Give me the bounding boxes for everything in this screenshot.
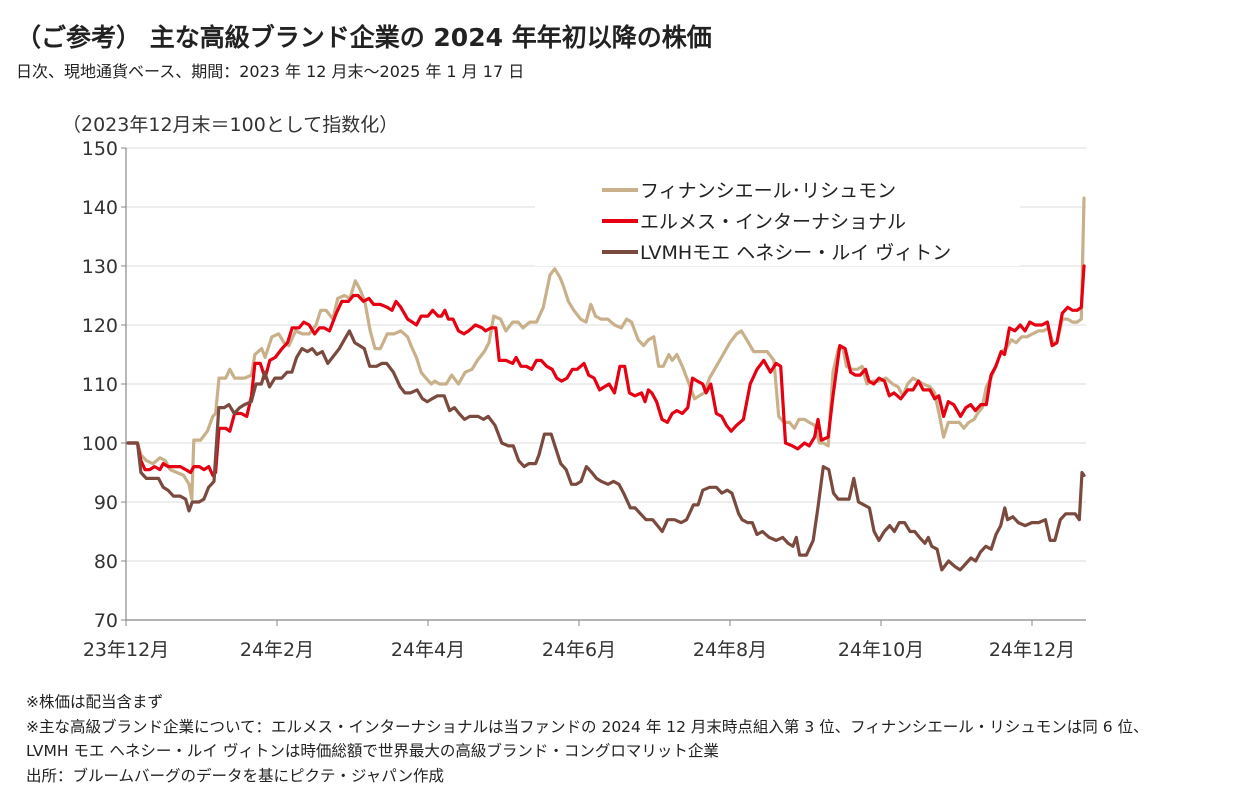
y-tick-label: 110 — [82, 374, 118, 396]
footnote-dividends: ※株価は配当含まず — [26, 693, 163, 711]
x-tick-label: 24年10月 — [838, 639, 924, 661]
y-tick-label: 140 — [82, 197, 118, 219]
x-tick-label: 24年4月 — [391, 639, 465, 661]
chart-title: （ご参考） 主な高級ブランド企業の 2024 年年初以降の株価 — [16, 23, 712, 52]
x-tick-label: 24年12月 — [989, 639, 1075, 661]
y-tick-label: 130 — [82, 256, 118, 278]
footnote-source: 出所：ブルームバーグのデータを基にピクテ・ジャパン作成 — [26, 766, 445, 785]
y-axis-ticks: 70 80 90 100 110 120 130 140 150 — [82, 138, 126, 632]
x-axis-ticks: 23年12月 24年2月 24年4月 24年6月 24年8月 24年10月 24年12月 — [83, 620, 1075, 661]
footnote-lvmh: LVMH モエ ヘネシー・ルイ ヴィトンは時価総額で世界最大の高級ブランド・コン… — [26, 742, 719, 760]
series-line-0 — [126, 196, 1086, 501]
y-tick-label: 70 — [94, 610, 118, 632]
y-tick-label: 120 — [82, 315, 118, 337]
legend-label-0: フィナンシエール･リシュモン — [640, 180, 896, 202]
y-axis-unit-note: （2023年12月末＝100として指数化） — [62, 114, 399, 136]
legend-label-1: エルメス・インターナショナル — [640, 211, 906, 233]
y-tick-label: 90 — [94, 492, 118, 514]
series-line-1 — [126, 264, 1086, 477]
x-tick-label: 23年12月 — [83, 639, 169, 661]
series-lines — [126, 196, 1086, 572]
y-tick-label: 100 — [82, 433, 118, 455]
x-tick-label: 24年8月 — [693, 639, 767, 661]
y-tick-label: 80 — [94, 551, 118, 573]
series-line-2 — [126, 329, 1086, 572]
x-tick-label: 24年6月 — [542, 639, 616, 661]
chart-subtitle: 日次、現地通貨ベース、期間：2023 年 12 月末～2025 年 1 月 17… — [16, 62, 525, 81]
y-tick-label: 150 — [82, 138, 118, 160]
footnotes: ※株価は配当含まず ※主な高級ブランド企業について：エルメス・インターナショナル… — [26, 690, 1149, 788]
footnote-companies: ※主な高級ブランド企業について：エルメス・インターナショナルは当ファンドの 20… — [26, 717, 1149, 736]
legend-label-2: LVMHモエ ヘネシー・ルイ ヴィトン — [640, 242, 951, 264]
x-tick-label: 24年2月 — [240, 639, 314, 661]
